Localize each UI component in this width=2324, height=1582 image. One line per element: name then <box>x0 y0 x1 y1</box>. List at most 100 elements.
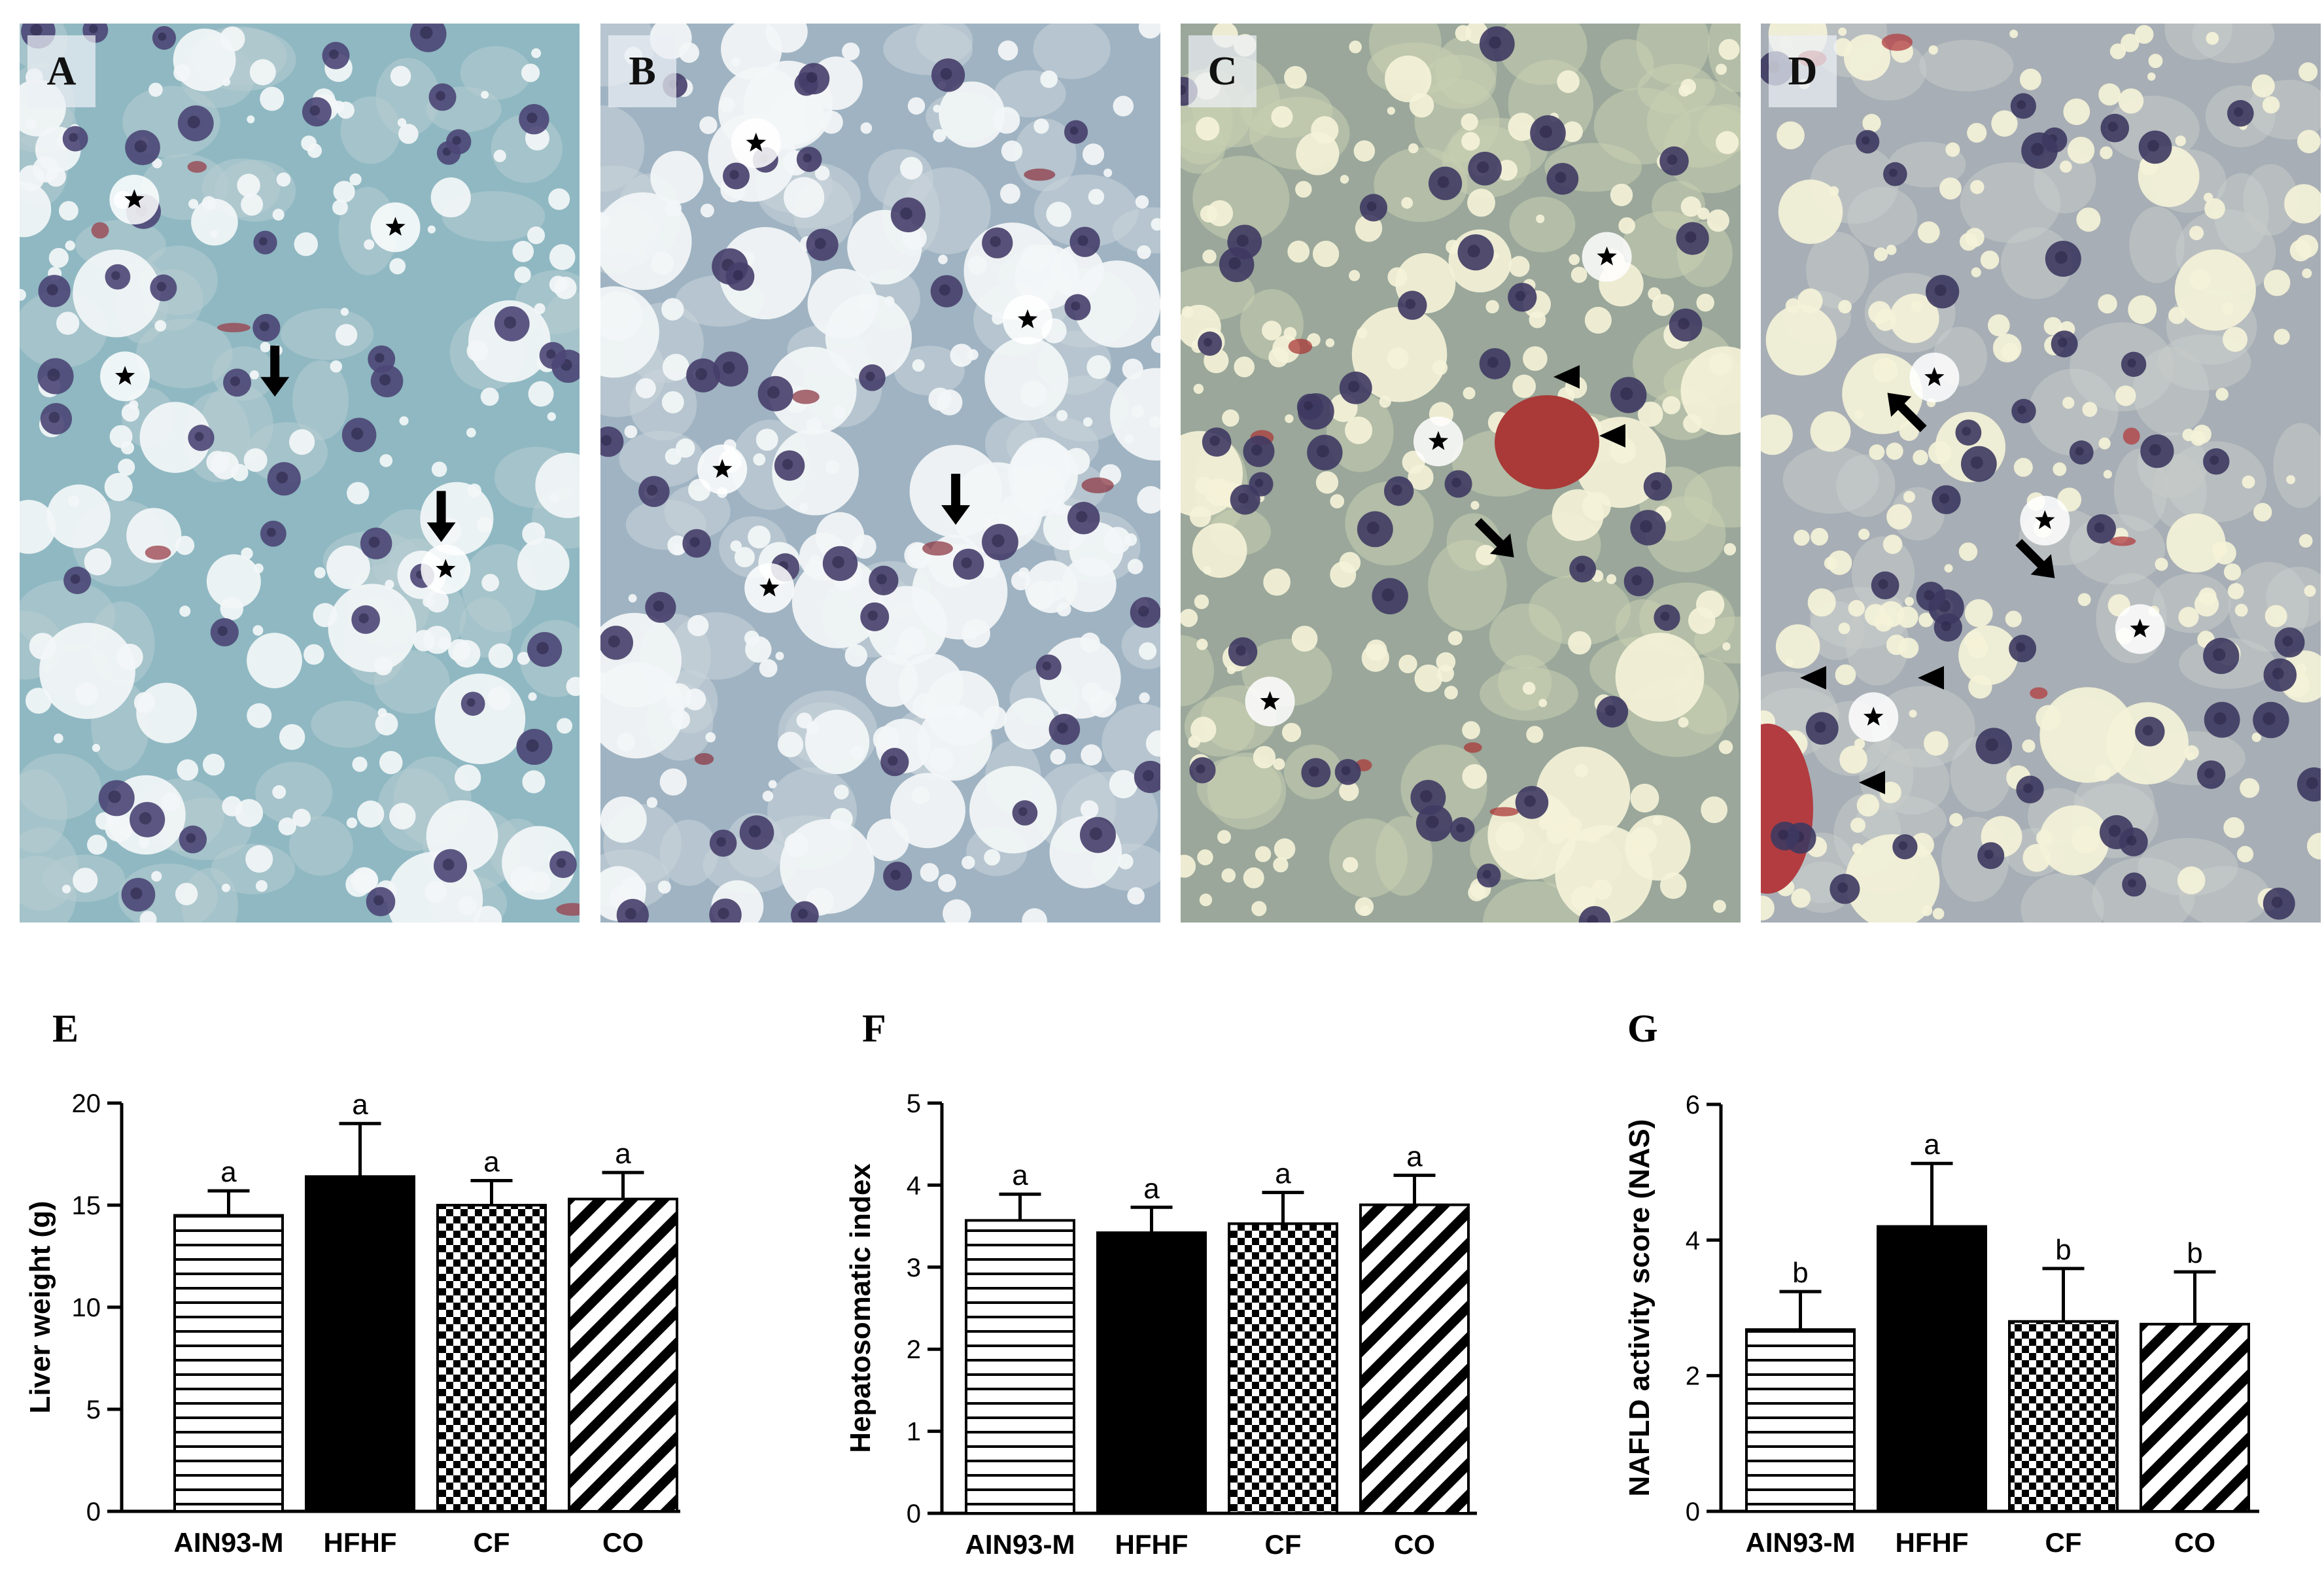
lipid-vacuole <box>377 708 387 718</box>
nucleolus <box>1939 493 1950 504</box>
lipid-vacuole <box>2019 68 2041 90</box>
lipid-vacuole <box>768 780 777 789</box>
nucleolus <box>1142 769 1154 782</box>
nucleolus <box>1451 478 1461 488</box>
cell-region <box>1528 574 1631 646</box>
lipid-vacuole <box>1217 830 1232 844</box>
significance-label: a <box>1924 1129 1940 1161</box>
lipid-vacuole <box>2060 160 2072 173</box>
lipid-vacuole <box>2234 603 2248 617</box>
lipid-vacuole <box>1522 682 1536 695</box>
nucleolus <box>689 536 700 548</box>
nucleolus <box>156 281 167 292</box>
significance-label: a <box>1406 1140 1423 1172</box>
lipid-vacuole <box>335 324 358 346</box>
lipid-vacuole <box>1967 122 1987 143</box>
lipid-vacuole <box>816 512 865 561</box>
cell-region <box>1181 635 1215 707</box>
lipid-vacuole <box>2263 269 2291 296</box>
nucleolus <box>2147 139 2159 152</box>
nucleolus <box>1405 298 1416 309</box>
lipid-vacuole <box>1615 633 1705 722</box>
nucleolus <box>1678 318 1690 330</box>
nucleolus <box>2107 122 2118 132</box>
nucleolus <box>2017 100 2026 109</box>
lipid-vacuole <box>1401 197 1413 209</box>
lipid-vacuole <box>138 836 150 848</box>
blood-vessel <box>1495 395 1599 489</box>
lipid-vacuole <box>1349 270 1361 281</box>
cell-region <box>1684 466 1741 528</box>
lipid-vacuole <box>351 867 377 894</box>
arrow-head <box>941 505 971 525</box>
star-marker <box>2130 618 2150 638</box>
nucleolus <box>466 698 476 707</box>
lipid-vacuole <box>356 800 385 828</box>
lipid-vacuole <box>1761 414 1793 455</box>
nucleolus <box>1539 125 1553 139</box>
lipid-vacuole <box>1283 326 1297 340</box>
y-tick-label: 5 <box>86 1396 101 1424</box>
lipid-vacuole <box>2062 396 2075 409</box>
micrograph-a-image <box>20 24 580 923</box>
nucleolus <box>1381 588 1395 601</box>
lipid-vacuole <box>340 308 349 316</box>
nucleolus <box>1814 721 1826 733</box>
lipid-vacuole <box>2204 198 2225 219</box>
lipid-vacuole <box>1018 567 1030 578</box>
significance-label: b <box>1792 1257 1808 1289</box>
lipid-vacuole <box>1033 118 1049 134</box>
lipid-vacuole <box>1882 535 1903 554</box>
lipid-vacuole <box>241 193 264 216</box>
nucleolus <box>1366 202 1377 211</box>
lipid-vacuole <box>928 387 952 411</box>
lipid-vacuole <box>1722 642 1731 651</box>
nucleolus <box>309 105 321 116</box>
lipid-vacuole <box>2134 25 2154 44</box>
y-tick-label: 6 <box>1686 1091 1700 1119</box>
cell-region <box>311 701 384 748</box>
lipid-vacuole <box>806 417 822 434</box>
lipid-vacuole <box>29 633 56 660</box>
lipid-vacuole <box>1637 401 1663 427</box>
lipid-vacuole <box>173 64 191 82</box>
significance-label: a <box>483 1146 500 1178</box>
nucleolus <box>1209 435 1220 446</box>
lipid-vacuole <box>1203 566 1212 575</box>
nucleolus <box>536 642 549 654</box>
lipid-vacuole <box>326 545 370 589</box>
arrow-head <box>2030 554 2055 578</box>
lipid-vacuole <box>151 871 162 882</box>
lipid-vacuole <box>1508 256 1530 277</box>
lipid-vacuole <box>678 42 700 63</box>
lipid-vacuole <box>535 452 580 518</box>
lipid-vacuole <box>1243 867 1264 888</box>
nucleolus <box>653 601 665 612</box>
lipid-vacuole <box>1470 501 1480 510</box>
nucleolus <box>379 374 391 386</box>
nucleolus <box>600 434 612 446</box>
lipid-vacuole <box>54 733 63 743</box>
lipid-vacuole <box>1181 608 1198 627</box>
bar <box>1745 1328 1856 1513</box>
arrow-marker <box>1474 518 1514 558</box>
lipid-vacuole <box>527 226 546 245</box>
nucleolus <box>1236 234 1249 247</box>
lipid-vacuole <box>784 832 809 857</box>
cell-region <box>1806 232 1869 309</box>
lipid-vacuole <box>379 454 393 467</box>
lipid-vacuole <box>447 639 471 662</box>
lipid-vacuole <box>1889 293 1939 343</box>
nucleolus <box>158 32 167 41</box>
lipid-vacuole <box>1349 40 1362 54</box>
nucleolus <box>1604 705 1616 716</box>
lipid-vacuole <box>635 378 656 398</box>
lipid-vacuole <box>1211 480 1235 504</box>
nucleolus <box>2204 768 2215 779</box>
lipid-vacuole <box>661 391 684 413</box>
lipid-vacuole <box>2262 96 2280 114</box>
lipid-vacuole <box>1508 113 1536 141</box>
nucleolus <box>2094 522 2105 533</box>
lipid-vacuole <box>92 743 101 752</box>
lipid-vacuole <box>161 792 181 812</box>
